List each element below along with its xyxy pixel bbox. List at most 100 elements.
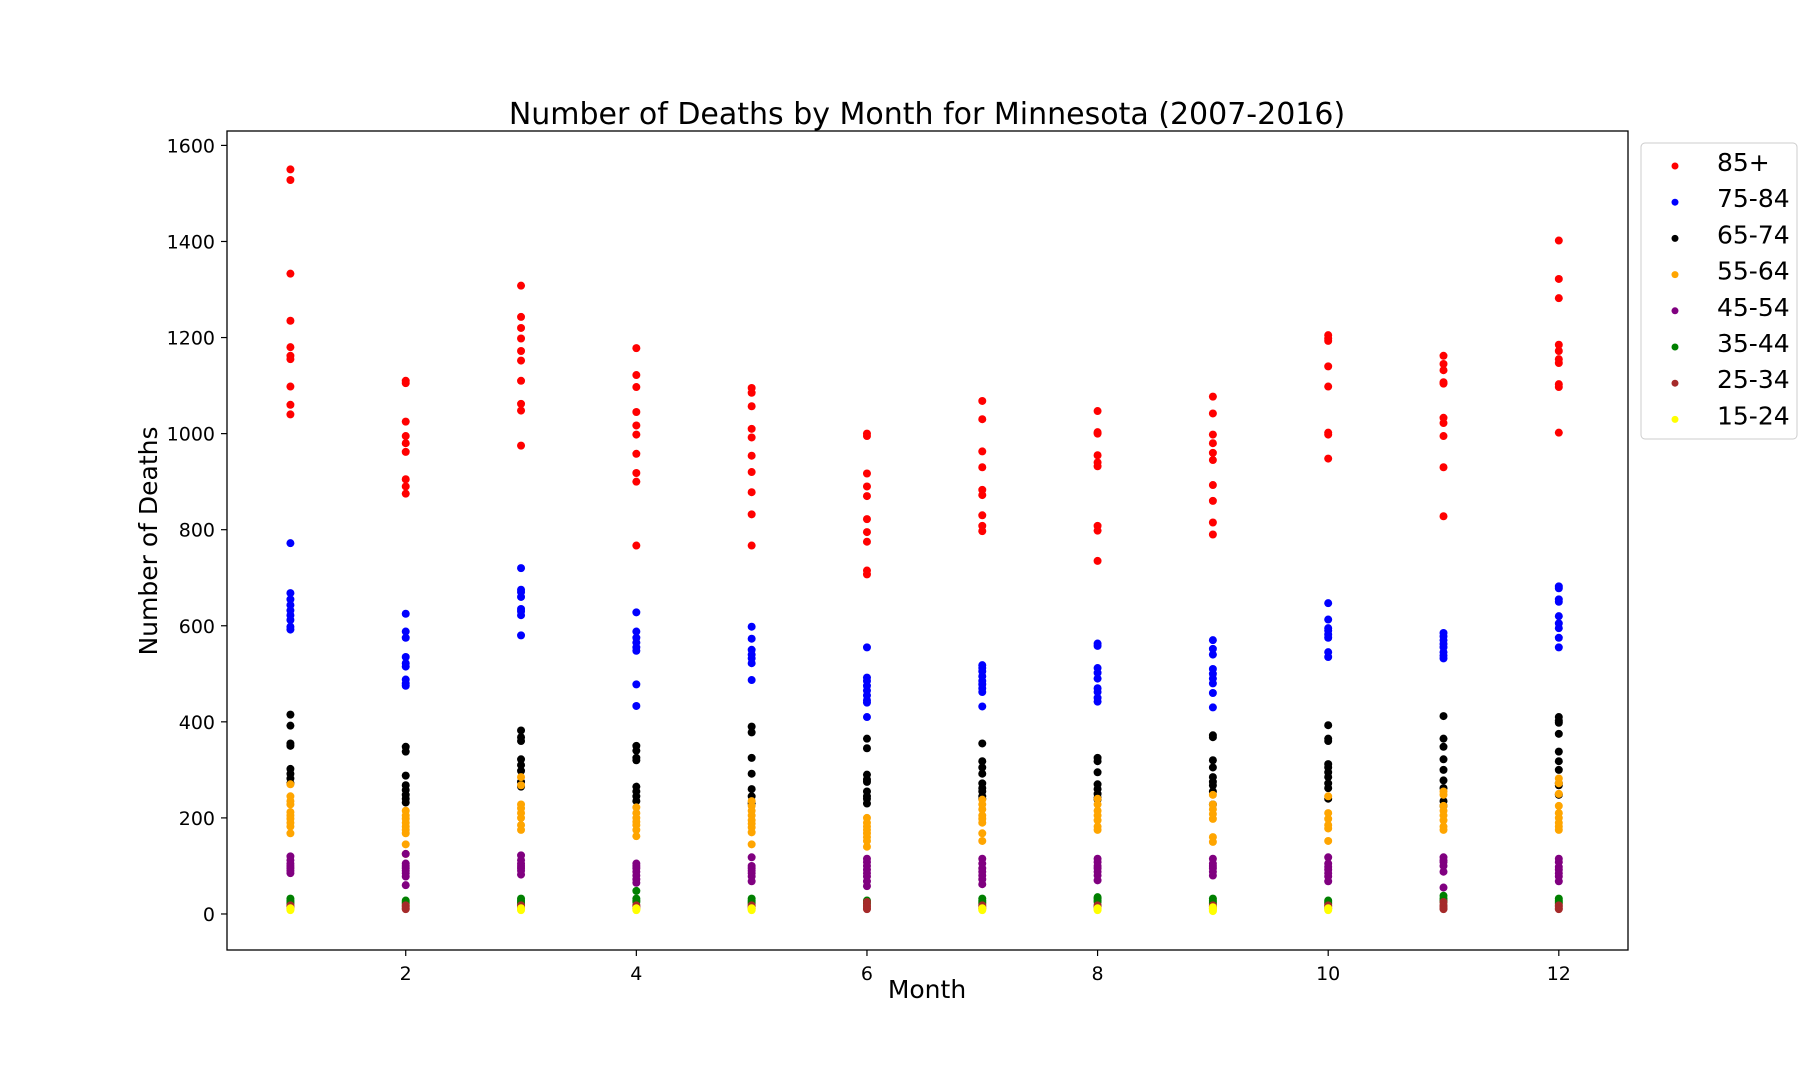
- data-point: [1093, 407, 1102, 416]
- data-point: [401, 379, 410, 388]
- data-point: [747, 433, 756, 442]
- data-point: [1554, 633, 1563, 642]
- data-point: [632, 878, 641, 887]
- data-point: [401, 829, 410, 838]
- data-point: [1208, 448, 1217, 457]
- data-point: [286, 410, 295, 419]
- data-point: [747, 424, 756, 433]
- series-2: [286, 710, 1563, 810]
- data-point: [632, 646, 641, 655]
- data-point: [978, 527, 987, 536]
- data-point: [1324, 824, 1333, 833]
- data-point: [401, 439, 410, 448]
- data-point: [1208, 518, 1217, 527]
- data-point: [286, 710, 295, 719]
- data-point: [517, 755, 526, 764]
- data-point: [1208, 481, 1217, 490]
- data-point: [286, 741, 295, 750]
- data-point: [1093, 876, 1102, 885]
- y-tick-label: 200: [179, 808, 215, 830]
- data-point: [1324, 792, 1333, 801]
- data-point: [632, 680, 641, 689]
- data-point: [517, 564, 526, 573]
- data-point: [1554, 801, 1563, 810]
- data-point: [1324, 615, 1333, 624]
- legend-marker: [1671, 198, 1679, 206]
- data-point: [1208, 733, 1217, 742]
- data-point: [747, 722, 756, 731]
- data-point: [862, 515, 871, 524]
- data-point: [401, 482, 410, 491]
- data-point: [517, 334, 526, 343]
- data-point: [286, 269, 295, 278]
- data-point: [1208, 392, 1217, 401]
- data-point: [1093, 800, 1102, 809]
- data-point: [862, 799, 871, 808]
- data-point: [747, 877, 756, 886]
- data-point: [862, 469, 871, 478]
- data-point: [1208, 756, 1217, 765]
- data-point: [517, 726, 526, 735]
- data-point: [632, 803, 641, 812]
- data-point: [978, 491, 987, 500]
- data-point: [286, 780, 295, 789]
- data-point: [862, 643, 871, 652]
- data-point: [632, 608, 641, 617]
- data-point: [517, 766, 526, 775]
- data-point: [747, 451, 756, 460]
- data-point: [1554, 428, 1563, 437]
- legend-box: [1640, 142, 1798, 440]
- data-point: [747, 402, 756, 411]
- data-point: [862, 905, 871, 914]
- data-point: [1554, 347, 1563, 356]
- data-point: [1208, 703, 1217, 712]
- data-point: [517, 737, 526, 746]
- data-point: [517, 870, 526, 879]
- legend-marker: [1671, 343, 1679, 351]
- data-point: [517, 592, 526, 601]
- data-point: [1324, 809, 1333, 818]
- data-point: [1439, 765, 1448, 774]
- data-point: [517, 761, 526, 770]
- data-point: [401, 662, 410, 671]
- data-point: [978, 511, 987, 520]
- data-point: [1439, 825, 1448, 834]
- data-point: [401, 633, 410, 642]
- data-point: [862, 836, 871, 845]
- series-5: [286, 886, 1563, 908]
- series-3: [286, 773, 1563, 858]
- data-point: [286, 800, 295, 809]
- data-point: [632, 627, 641, 636]
- data-point: [286, 355, 295, 364]
- data-point: [1439, 351, 1448, 360]
- data-point: [747, 906, 756, 915]
- y-tick-label: 0: [203, 904, 215, 926]
- data-point: [747, 769, 756, 778]
- data-point: [747, 388, 756, 397]
- data-point: [632, 430, 641, 439]
- data-point: [632, 797, 641, 806]
- data-point: [1324, 784, 1333, 793]
- data-point: [978, 769, 987, 778]
- data-point: [862, 528, 871, 537]
- data-point: [401, 881, 410, 890]
- data-point: [747, 676, 756, 685]
- data-point: [1208, 530, 1217, 539]
- data-point: [286, 539, 295, 548]
- data-point: [1093, 816, 1102, 825]
- data-point: [286, 625, 295, 634]
- series-4: [286, 849, 1563, 892]
- data-point: [1208, 689, 1217, 698]
- data-point: [978, 836, 987, 845]
- data-point: [401, 681, 410, 690]
- x-tick-label: 4: [630, 963, 642, 985]
- data-point: [632, 421, 641, 430]
- data-point: [1554, 643, 1563, 652]
- data-point: [1554, 905, 1563, 914]
- data-point: [632, 746, 641, 755]
- legend-marker: [1671, 271, 1679, 279]
- data-point: [286, 165, 295, 174]
- y-tick-label: 600: [179, 616, 215, 638]
- data-point: [1554, 597, 1563, 606]
